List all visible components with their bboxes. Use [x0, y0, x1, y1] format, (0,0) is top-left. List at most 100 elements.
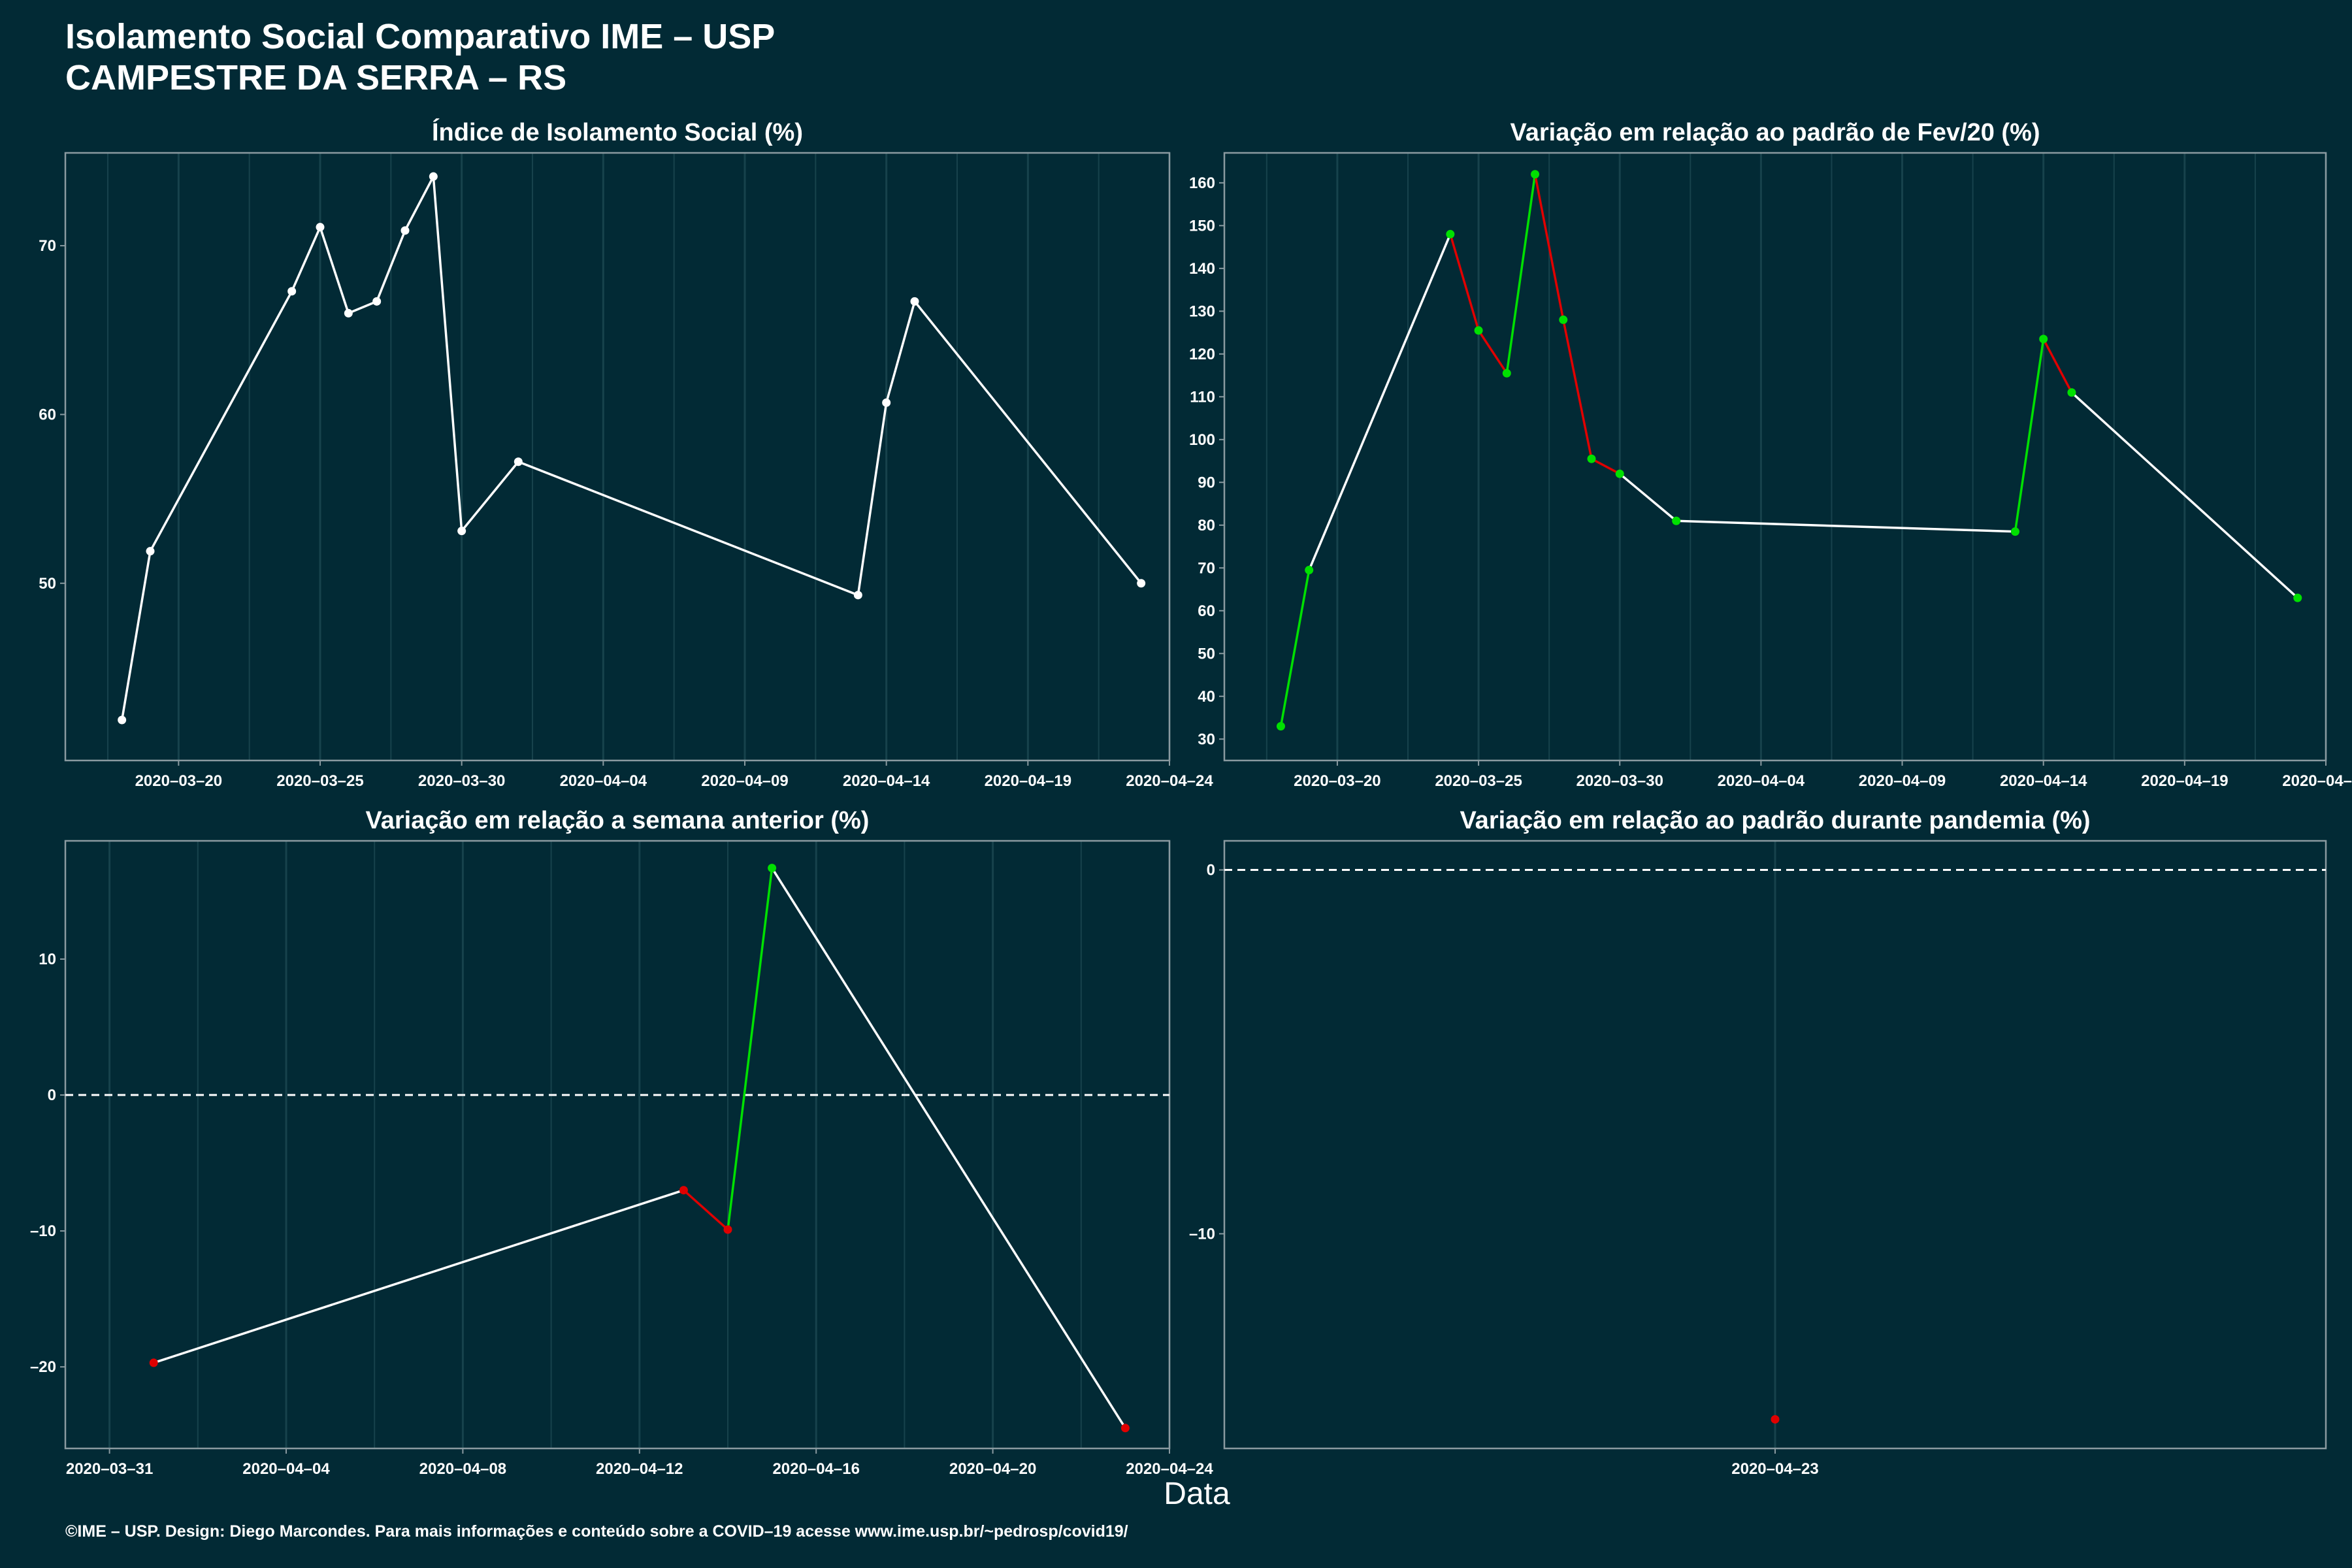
data-point	[1559, 315, 1568, 324]
data-point	[2067, 388, 2076, 397]
footer-credits: ©IME – USP. Design: Diego Marcondes. Par…	[65, 1522, 1128, 1541]
series-segment	[152, 1188, 685, 1364]
y-tick-label: 50	[1198, 645, 1215, 662]
y-tick-label: –10	[30, 1222, 56, 1240]
data-point	[149, 1358, 158, 1367]
data-point	[1531, 170, 1540, 179]
y-tick-label: 150	[1189, 217, 1215, 235]
series-segment	[770, 866, 1127, 1429]
series-segment	[460, 461, 520, 532]
series-segment	[2042, 338, 2073, 394]
x-tick-label: 2020–04–19	[2141, 772, 2228, 790]
series-segment	[1307, 233, 1452, 572]
series-segment	[1618, 472, 1678, 522]
y-tick-label: 140	[1189, 260, 1215, 278]
series-segment	[682, 1188, 729, 1231]
panel-title: Variação em relação ao padrão de Fev/20 …	[1510, 119, 2040, 146]
chart-isolation-index: Índice de Isolamento Social (%) 2020–03–2…	[39, 118, 1213, 790]
data-point	[679, 1186, 688, 1195]
data-point	[1672, 516, 1681, 525]
series-segment	[727, 866, 774, 1231]
y-tick-label: 60	[1198, 602, 1215, 620]
series-segment	[404, 175, 435, 232]
y-tick-label: –20	[30, 1358, 56, 1376]
y-tick-label: 110	[1190, 388, 1215, 406]
data-point	[1305, 566, 1314, 575]
x-tick-label: 2020–03–31	[66, 1460, 153, 1478]
x-tick-label: 2020–04–04	[242, 1460, 330, 1478]
y-tick-label: 100	[1189, 431, 1215, 449]
x-tick-label: 2020–04–12	[596, 1460, 683, 1478]
data-point	[118, 715, 127, 725]
x-axis-label: Data	[1164, 1477, 1230, 1511]
panel-title: Índice de Isolamento Social (%)	[432, 118, 803, 146]
x-tick-label: 2020–03–30	[1576, 772, 1663, 790]
data-point	[146, 547, 155, 556]
data-point	[400, 226, 410, 235]
page-subtitle: CAMPESTRE DA SERRA – RS	[65, 58, 566, 97]
x-tick-label: 2020–03–30	[418, 772, 505, 790]
series-segment	[1533, 172, 1565, 321]
data-point	[882, 398, 891, 407]
data-point	[1276, 722, 1285, 731]
series-segment	[375, 229, 406, 303]
series-segment	[1590, 457, 1621, 475]
y-tick-label: 160	[1189, 174, 1215, 192]
data-point	[1502, 368, 1511, 378]
plot-frame	[64, 152, 1171, 762]
series-segment	[319, 225, 350, 315]
y-tick-label: 0	[48, 1086, 56, 1104]
series-segment	[517, 461, 860, 596]
x-tick-label: 2020–03–25	[276, 772, 363, 790]
data-point	[1771, 1414, 1780, 1424]
data-point	[2039, 335, 2048, 344]
data-point	[1446, 229, 1455, 238]
y-tick-label: 40	[1198, 688, 1215, 706]
plot-background	[65, 841, 1169, 1448]
series-segment	[2014, 338, 2045, 533]
chart-variation-week: Variação em relação a semana anterior (%…	[30, 807, 1213, 1478]
chart-variation-feb: Variação em relação ao padrão de Fev/20 …	[1189, 119, 2352, 790]
panel-title: Variação em relação ao padrão durante pa…	[1460, 807, 2090, 834]
data-point	[723, 1225, 732, 1234]
data-point	[1587, 454, 1596, 463]
x-tick-label: 2020–04–23	[1731, 1460, 1818, 1478]
x-tick-label: 2020–03–25	[1435, 772, 1522, 790]
x-tick-label: 2020–04–09	[1859, 772, 1946, 790]
y-tick-label: 70	[1198, 559, 1215, 577]
data-point	[1615, 469, 1624, 478]
panel-title: Variação em relação a semana anterior (%…	[366, 807, 870, 834]
data-point	[768, 864, 777, 873]
x-tick-label: 2020–04–14	[843, 772, 930, 790]
y-tick-label: 10	[39, 951, 56, 968]
data-point	[1474, 326, 1483, 335]
x-tick-label: 2020–04–16	[772, 1460, 859, 1478]
plot-background	[1224, 153, 2326, 760]
x-tick-label: 2020–04–24	[1126, 1460, 1213, 1478]
x-tick-label: 2020–04–20	[949, 1460, 1036, 1478]
y-tick-label: 130	[1189, 302, 1215, 320]
y-tick-label: 30	[1198, 730, 1215, 748]
data-point	[2293, 593, 2302, 602]
data-point	[853, 591, 862, 600]
y-tick-label: –10	[1189, 1225, 1215, 1243]
series-segment	[913, 300, 1143, 585]
plot-frame	[64, 840, 1171, 1450]
page-title: Isolamento Social Comparativo IME – USP	[65, 17, 775, 56]
chart-variation-pandemic: Variação em relação ao padrão durante pa…	[1189, 807, 2327, 1478]
x-tick-label: 2020–04–09	[701, 772, 788, 790]
series-segment	[1674, 519, 2017, 533]
y-tick-label: 60	[39, 406, 56, 423]
data-point	[287, 287, 297, 296]
y-tick-label: 120	[1189, 346, 1215, 363]
x-tick-label: 2020–03–20	[1294, 772, 1380, 790]
data-point	[2010, 527, 2019, 536]
x-tick-label: 2020–04–04	[1718, 772, 1805, 790]
plot-frame	[1223, 152, 2327, 762]
data-point	[316, 223, 325, 232]
data-point	[910, 297, 919, 306]
data-point	[429, 172, 438, 181]
data-point	[1137, 579, 1146, 588]
data-point	[372, 297, 382, 306]
